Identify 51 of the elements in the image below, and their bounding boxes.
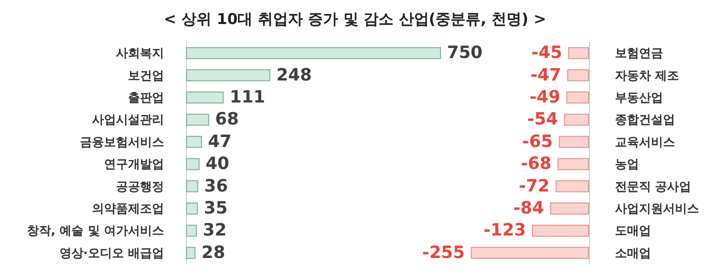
y-tick-label: 농업	[615, 157, 639, 172]
data-label: -72	[518, 176, 550, 196]
y-tick-label: 보험연금	[615, 46, 663, 60]
bar	[186, 202, 198, 214]
y-tick-label: 출판업	[128, 90, 164, 104]
bar	[186, 158, 200, 170]
data-label: -123	[483, 220, 526, 241]
y-tick-label: 공공행정	[116, 179, 164, 194]
data-label: 248	[276, 65, 312, 86]
bar	[186, 92, 224, 104]
data-label: 32	[202, 220, 227, 241]
y-tick-label: 사업시설관리	[92, 112, 164, 127]
data-label: -49	[530, 88, 560, 108]
y-tick-label: 보건업	[128, 68, 164, 82]
bar	[186, 47, 441, 60]
data-label: 40	[206, 154, 230, 174]
y-tick-label: 창작, 예술 및 여가서비스	[26, 224, 164, 238]
y-tick-label: 연구개발업	[104, 157, 164, 172]
data-label: 35	[204, 198, 228, 218]
data-label: -45	[531, 43, 562, 64]
data-label: -255	[422, 242, 465, 263]
y-tick-label: 금융보험서비스	[80, 134, 164, 149]
y-tick-label: 사회복지	[116, 46, 164, 60]
data-label: 750	[447, 43, 483, 64]
data-label: 28	[202, 242, 226, 263]
data-label: 68	[215, 110, 239, 130]
data-label: 47	[208, 132, 232, 152]
data-label: -65	[522, 132, 553, 152]
y-tick-label: 부동산업	[615, 90, 663, 104]
data-label: -54	[527, 110, 558, 130]
y-tick-label: 사업지원서비스	[615, 202, 699, 216]
y-tick-label: 도매업	[615, 224, 651, 238]
y-tick-label: 자동차 제조	[615, 68, 680, 82]
bar	[186, 69, 270, 82]
bar	[186, 180, 198, 192]
data-label: -68	[520, 154, 552, 174]
data-label: -84	[513, 198, 544, 218]
y-tick-label: 종합건설업	[615, 112, 675, 127]
bar	[186, 136, 202, 148]
data-label: 111	[230, 88, 266, 108]
y-tick-label: 영상·오디오 배급업	[59, 246, 164, 260]
bar	[186, 246, 196, 259]
y-tick-label: 의약품제조업	[92, 202, 164, 216]
bar	[186, 114, 210, 126]
y-tick-label: 교육서비스	[615, 134, 675, 149]
data-label: 36	[204, 176, 228, 196]
data-label: -47	[530, 65, 562, 86]
chart-title: < 상위 10대 취업자 증가 및 감소 산업(중분류, 천명) >	[162, 9, 548, 30]
y-tick-label: 전문직 공사업	[615, 179, 692, 194]
bar	[186, 224, 197, 237]
y-tick-label: 소매업	[615, 246, 651, 260]
